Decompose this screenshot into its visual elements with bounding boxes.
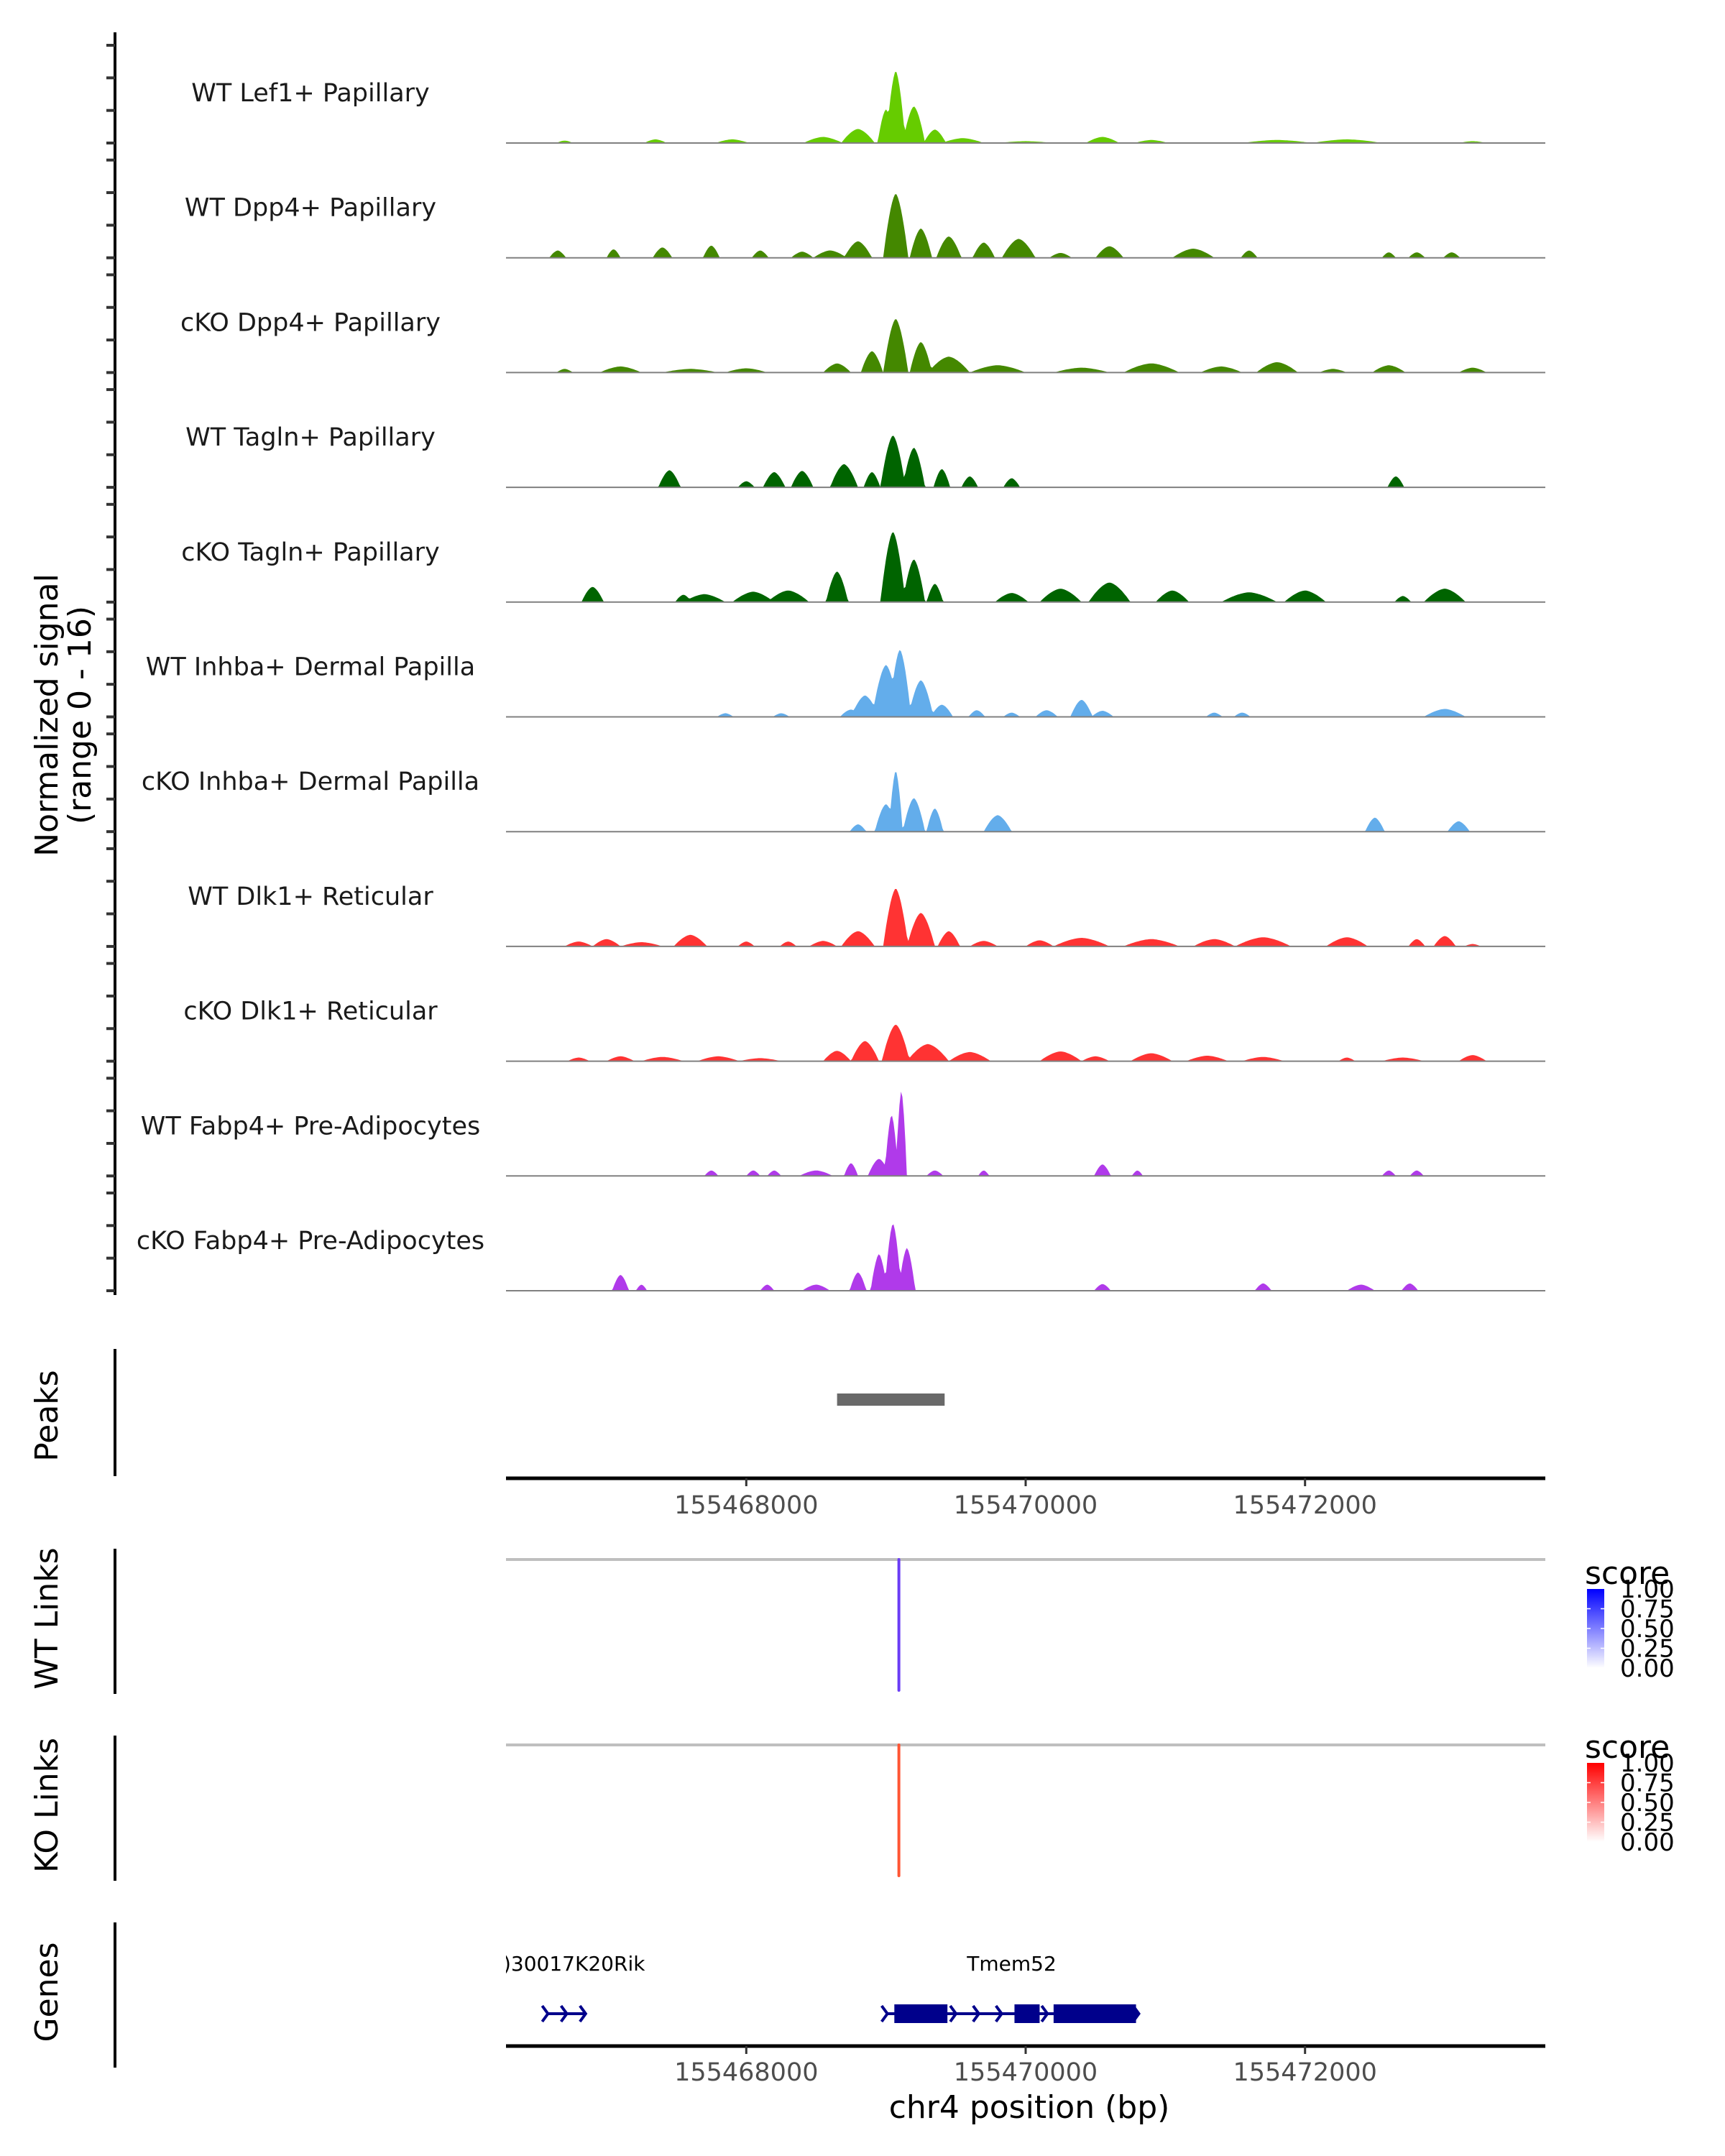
coverage-track-label: WT Dlk1+ Reticular: [188, 883, 433, 911]
ko-links-track-label: KO Links: [29, 1738, 65, 1873]
genes-track-label: Genes: [29, 1942, 65, 2042]
gene-exon: [894, 2004, 948, 2023]
coverage-tracks: WT Lef1+ Papillary WT Dpp4+ Papillary cKO …: [137, 72, 1545, 1291]
legend-tick-label: 0.75: [1620, 1595, 1675, 1624]
wt-legend-title: score: [1585, 1555, 1670, 1592]
wt-links-track-label: WT Links: [29, 1547, 65, 1689]
gene: Tmem52: [880, 1952, 1141, 2023]
x-tick-label: 155468000: [674, 1491, 818, 1520]
coverage-area: [506, 1025, 1545, 1061]
x-tick-label: 155472000: [1233, 2058, 1376, 2087]
coverage-track-label: cKO Dpp4+ Papillary: [180, 308, 441, 337]
bottom-x-axis: 155468000 155470000 155472000: [506, 2044, 1545, 2087]
coverage-track: cKO Dlk1+ Reticular: [183, 998, 1545, 1062]
peak-region: [837, 1393, 945, 1406]
legend-tick-label: 0.50: [1620, 1789, 1675, 1818]
genes-track: Genes )30017K20Rik Tmem52: [29, 1922, 1141, 2068]
coverage-area: [506, 532, 1545, 602]
legend-tick-label: 0.00: [1620, 1654, 1675, 1683]
coverage-track: WT Tagln+ Papillary: [185, 423, 1545, 489]
gene-label: Tmem52: [966, 1952, 1057, 1976]
coverage-track: WT Dlk1+ Reticular: [188, 883, 1545, 947]
coverage-track: WT Dpp4+ Papillary: [185, 194, 1545, 259]
ko-score-legend: score 1.000.750.500.250.00: [1585, 1729, 1675, 1857]
wt-links-track: WT Links: [29, 1547, 116, 1694]
strand-arrow: [540, 2004, 550, 2023]
peaks-track-label: Peaks: [29, 1370, 65, 1461]
y-axis-title-line2: (range 0 - 16): [62, 606, 98, 824]
coverage-track-label: cKO Fabp4+ Pre-Adipocytes: [137, 1227, 484, 1256]
coverage-area: [506, 889, 1545, 946]
gene-label: )30017K20Rik: [503, 1952, 645, 1976]
coverage-y-axis-title: Normalized signal (range 0 - 16): [29, 573, 98, 857]
legend-tick-label: 1.00: [1620, 1575, 1675, 1604]
legend-tick-label: 1.00: [1620, 1749, 1675, 1778]
coverage-track: cKO Inhba+ Dermal Papilla: [142, 768, 1545, 833]
coverage-y-axis: [106, 32, 116, 1295]
coverage-track-label: cKO Tagln+ Papillary: [181, 538, 440, 567]
coverage-track: WT Lef1+ Papillary: [191, 72, 1545, 144]
x-tick-label: 155470000: [954, 1491, 1098, 1520]
ko-links-track: KO Links: [29, 1736, 116, 1881]
x-tick-label: 155468000: [674, 2058, 818, 2087]
peaks-track: Peaks: [29, 1349, 945, 1476]
gene-exon: [1053, 2004, 1136, 2023]
coverage-track-label: cKO Inhba+ Dermal Papilla: [142, 768, 479, 796]
middle-x-axis: 155468000 155470000 155472000: [506, 1476, 1545, 1520]
legend-tick-label: 0.00: [1620, 1828, 1675, 1857]
coverage-track-label: WT Lef1+ Papillary: [191, 79, 430, 108]
legend-tick-label: 0.75: [1620, 1769, 1675, 1798]
coverage-track: cKO Fabp4+ Pre-Adipocytes: [137, 1224, 1545, 1291]
coverage-track-label: WT Tagln+ Papillary: [185, 423, 436, 452]
strand-arrow: [995, 2004, 1004, 2023]
legend-tick-label: 0.50: [1620, 1615, 1675, 1644]
coverage-track: WT Fabp4+ Pre-Adipocytes: [141, 1092, 1545, 1177]
x-tick-label: 155472000: [1233, 1491, 1376, 1520]
coverage-track-label: cKO Dlk1+ Reticular: [183, 998, 438, 1026]
x-axis-title: chr4 position (bp): [889, 2089, 1170, 2126]
coverage-track: cKO Dpp4+ Papillary: [180, 308, 1545, 374]
coverage-track-label: WT Dpp4+ Papillary: [185, 194, 436, 223]
gene: )30017K20Rik: [503, 1952, 645, 2023]
strand-arrow: [1040, 2004, 1049, 2023]
coverage-area: [506, 436, 1545, 488]
strand-arrow: [559, 2004, 569, 2023]
coverage-area: [506, 319, 1545, 373]
legend-tick-label: 0.25: [1620, 1809, 1675, 1838]
y-axis-title-line1: Normalized signal: [29, 573, 65, 857]
coverage-area: [506, 72, 1545, 143]
coverage-area: [506, 772, 1545, 832]
ko-legend-title: score: [1585, 1729, 1670, 1766]
strand-arrow: [972, 2004, 981, 2023]
coverage-track-label: WT Inhba+ Dermal Papilla: [146, 653, 475, 682]
coverage-area: [506, 650, 1545, 717]
legend-tick-label: 0.25: [1620, 1635, 1675, 1664]
coverage-track-label: WT Fabp4+ Pre-Adipocytes: [141, 1112, 480, 1141]
coverage-area: [506, 1092, 1545, 1176]
gene-exon: [1014, 2004, 1040, 2023]
coverage-track: cKO Tagln+ Papillary: [181, 532, 1545, 603]
strand-arrow: [949, 2004, 958, 2023]
strand-arrow: [579, 2004, 588, 2023]
coverage-area: [506, 1224, 1545, 1291]
coverage-track: WT Inhba+ Dermal Papilla: [146, 650, 1545, 718]
wt-score-legend: score 1.000.750.500.250.00: [1585, 1555, 1675, 1683]
strand-arrow: [880, 2004, 890, 2023]
coverage-area: [506, 194, 1545, 258]
x-tick-label: 155470000: [954, 2058, 1098, 2087]
